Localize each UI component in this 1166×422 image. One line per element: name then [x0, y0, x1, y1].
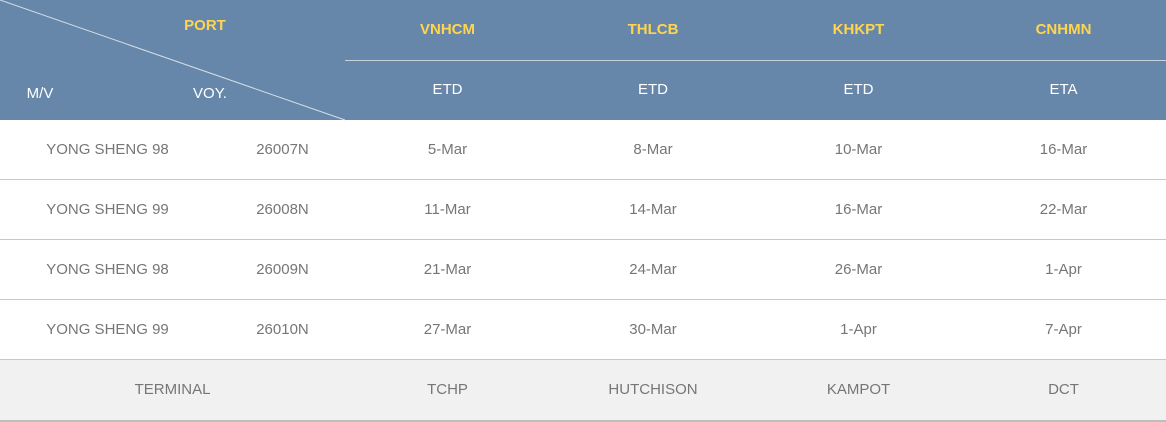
terminal-cnhmn: DCT: [1048, 381, 1079, 398]
schedule-row: YONG SHENG 98 26009N 21-Mar 24-Mar 26-Mar 1-A…: [0, 240, 1166, 300]
vessel-name: YONG SHENG 98: [46, 261, 169, 278]
port-type-vnhcm: ETD: [432, 81, 463, 98]
schedule-header: PORT M/V VOY. VNHCM THLCB KHKPT CNHMN ET…: [0, 0, 1166, 121]
schedule-row: YONG SHENG 98 26007N 5-Mar 8-Mar 10-Mar 16-Ma…: [0, 120, 1166, 180]
port-date: 5-Mar: [427, 141, 468, 158]
port-type-khkpt: ETD: [843, 81, 874, 98]
port-date: 22-Mar: [1039, 201, 1088, 218]
terminal-vnhcm: TCHP: [427, 381, 468, 398]
voyage-number: 26010N: [256, 321, 309, 338]
header-diagonal-divider: [0, 0, 346, 121]
voy-label: VOY.: [193, 85, 227, 102]
terminal-khkpt: KAMPOT: [826, 381, 891, 398]
terminal-label: TERMINAL: [134, 381, 211, 398]
port-code-cnhmn: CNHMN: [1035, 21, 1092, 38]
port-type-thlcb: ETD: [638, 81, 668, 98]
port-date: 16-Mar: [1039, 141, 1088, 158]
port-date: 11-Mar: [424, 201, 471, 218]
terminal-row: TERMINAL TCHP HUTCHISON KAMPOT DCT: [0, 360, 1166, 422]
port-date: 27-Mar: [423, 321, 472, 338]
port-date: 16-Mar: [834, 201, 883, 218]
voyage-number: 26007N: [256, 141, 309, 158]
port-date: 10-Mar: [834, 141, 883, 158]
header-divider: [345, 60, 1166, 61]
port-code-thlcb: THLCB: [627, 21, 679, 38]
terminal-thlcb: HUTCHISON: [608, 381, 698, 398]
port-date: 14-Mar: [629, 201, 677, 218]
port-code-vnhcm: VNHCM: [420, 21, 475, 38]
vessel-name: YONG SHENG 98: [46, 141, 169, 158]
port-date: 7-Apr: [1045, 321, 1082, 338]
port-date: 1-Apr: [840, 321, 877, 338]
port-type-cnhmn: ETA: [1049, 81, 1078, 98]
voyage-number: 26008N: [256, 201, 309, 218]
voyage-number: 26009N: [256, 261, 309, 278]
port-date: 24-Mar: [629, 261, 677, 278]
port-date: 26-Mar: [834, 261, 883, 278]
vessel-name: YONG SHENG 99: [46, 321, 169, 338]
port-label: PORT: [184, 17, 226, 34]
port-date: 8-Mar: [633, 141, 673, 158]
mv-label: M/V: [26, 85, 54, 102]
schedule-row: YONG SHENG 99 26010N 27-Mar 30-Mar 1-Apr 7-Ap…: [0, 300, 1166, 360]
port-date: 21-Mar: [423, 261, 472, 278]
port-date: 30-Mar: [629, 321, 677, 338]
port-code-khkpt: KHKPT: [832, 21, 885, 38]
vessel-name: YONG SHENG 99: [46, 201, 169, 218]
port-date: 1-Apr: [1045, 261, 1082, 278]
schedule-row: YONG SHENG 99 26008N 11-Mar 14-Mar 16-Mar 22-…: [0, 180, 1166, 240]
